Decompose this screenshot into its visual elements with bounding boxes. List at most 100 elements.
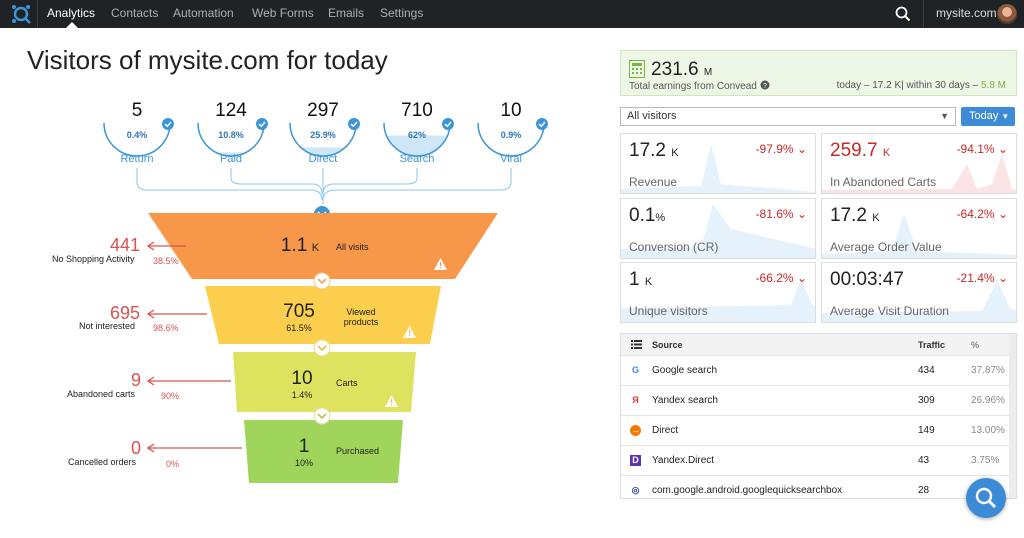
stage-percent: 10% [294,458,313,468]
row-source: Yandex.Direct [652,455,715,466]
table-row[interactable]: G Google search 434 37.87% [621,355,1016,385]
funnel-stage-viewed-products [205,286,441,344]
tab-contacts[interactable]: Contacts [111,6,159,20]
stage-value: 1 [298,436,310,457]
table-scrollbar[interactable] [1009,334,1016,498]
earnings-value: 231.6 [651,59,699,80]
loss-count: 9 [131,370,142,390]
source-percent: 0.4% [126,130,148,140]
stage-value: 1.1 [280,235,308,256]
table-header: Source Traffic % [621,334,1016,355]
source-search[interactable]: 710 62% Search [382,100,452,165]
help-icon[interactable]: ? [760,80,770,90]
list-icon [631,340,642,349]
tab-settings[interactable]: Settings [380,6,424,20]
source-percent: 62% [407,130,426,140]
source-count: 10 [500,100,522,121]
earnings-label-text: Total earnings from Convead [629,81,757,92]
metric-unique-visitors[interactable]: 1 K -66.2% ⌄ Unique visitors [620,262,816,323]
change-value: -81.6% [755,207,794,221]
source-percent: 0.9% [500,130,522,140]
source-gauge [103,122,171,157]
check-icon [442,118,454,130]
search-icon[interactable] [895,6,911,22]
table-row[interactable]: Я Yandex search 309 26.96% [621,385,1016,415]
yandex-direct-icon: D [630,455,641,466]
nav-divider [923,0,924,28]
source-label: Search [399,153,435,165]
metric-change: -81.6% ⌄ [756,207,807,221]
tab-analytics[interactable]: Analytics [47,6,96,20]
row-traffic: 43 [918,455,930,466]
app-logo-icon[interactable] [10,3,32,25]
metric-conversion[interactable]: 0.1% -81.6% ⌄ Conversion (CR) [620,198,816,259]
column-source[interactable]: Source [652,340,683,350]
metric-revenue[interactable]: 17.2 K -97.9% ⌄ Revenue [620,133,816,194]
metric-name: Conversion (CR) [629,240,719,254]
source-return[interactable]: 5 0.4% Return [102,100,172,165]
table-row[interactable]: ◎ com.google.android.googlequicksearchbo… [621,475,1016,498]
row-source: Google search [652,365,718,376]
period-dropdown-button[interactable]: Today ▼ [961,107,1015,126]
yandex-icon: Я [632,395,639,405]
funnel-stage-carts [233,352,416,412]
site-selector[interactable]: mysite.com [936,6,997,20]
visitor-segment-select[interactable]: All visitors ▼ [620,107,956,126]
warning-icon[interactable] [403,326,416,341]
sparkline [822,154,1016,193]
warning-icon[interactable] [385,395,398,410]
metric-change: -97.9% ⌄ [756,142,807,156]
search-icon [975,487,996,508]
google-icon: G [631,365,639,375]
column-percent[interactable]: % [971,340,980,350]
metric-name: Average Order Value [830,240,942,254]
source-paid[interactable]: 124 10.8% Paid [196,100,266,165]
source-gauge-fill [290,147,356,156]
source-viral[interactable]: 10 0.9% Viral [476,100,546,165]
stage-name: Carts [336,378,358,388]
metric-change: -21.4% ⌄ [957,271,1008,285]
metric-number: 1 [629,269,640,290]
search-fab-button[interactable] [966,478,1006,518]
metric-abandoned-carts[interactable]: 259.7 K -94.1% ⌄ In Abandoned Carts [821,133,1017,194]
row-source: Direct [652,425,679,436]
funnel-value-viewed-products: 705 61.5% [275,301,323,333]
tab-emails[interactable]: Emails [328,6,365,20]
metric-name: Average Visit Duration [830,304,949,318]
row-source: com.google.android.googlequicksearchbox [652,485,843,496]
metric-name: In Abandoned Carts [830,175,937,189]
source-count: 5 [131,100,143,121]
column-traffic[interactable]: Traffic [918,340,946,350]
sparkline [621,278,815,322]
metric-number: 00:03:47 [830,269,904,290]
warning-icon[interactable] [434,258,447,273]
source-gauge [383,122,451,157]
source-gauge [289,122,357,157]
loss-label: Not interested [79,321,136,331]
metric-number: 0.1 [629,205,656,226]
table-row[interactable]: → Direct 149 13.00% [621,415,1016,445]
table-row[interactable]: D Yandex.Direct 43 3.75% [621,445,1016,475]
avatar[interactable] [997,4,1017,24]
chevron-down-icon: ⌄ [997,207,1008,221]
metric-value: 17.2 K [629,140,679,162]
metric-unit: K [671,147,679,159]
stage-value: 705 [283,301,315,322]
row-percent: 13.00% [971,425,1005,436]
source-percent: 25.9% [310,130,336,140]
tab-web-forms[interactable]: Web Forms [252,6,314,20]
source-label: Paid [219,153,243,165]
metric-number: 17.2 [629,140,666,161]
earnings-month: 5.8 M [980,80,1006,91]
calculator-icon [629,60,645,78]
row-percent: 26.96% [971,395,1005,406]
source-count: 297 [307,100,339,121]
source-gauge-fill [198,152,264,156]
tab-automation[interactable]: Automation [173,6,234,20]
segment-value: All visitors [627,110,677,122]
metric-average-order-value[interactable]: 17.2 K -64.2% ⌄ Average Order Value [821,198,1017,259]
source-label: Viral [500,153,522,165]
source-direct[interactable]: 297 25.9% Direct [288,100,358,165]
source-label: Return [120,153,154,165]
metric-visit-duration[interactable]: 00:03:47 -21.4% ⌄ Average Visit Duration [821,262,1017,323]
